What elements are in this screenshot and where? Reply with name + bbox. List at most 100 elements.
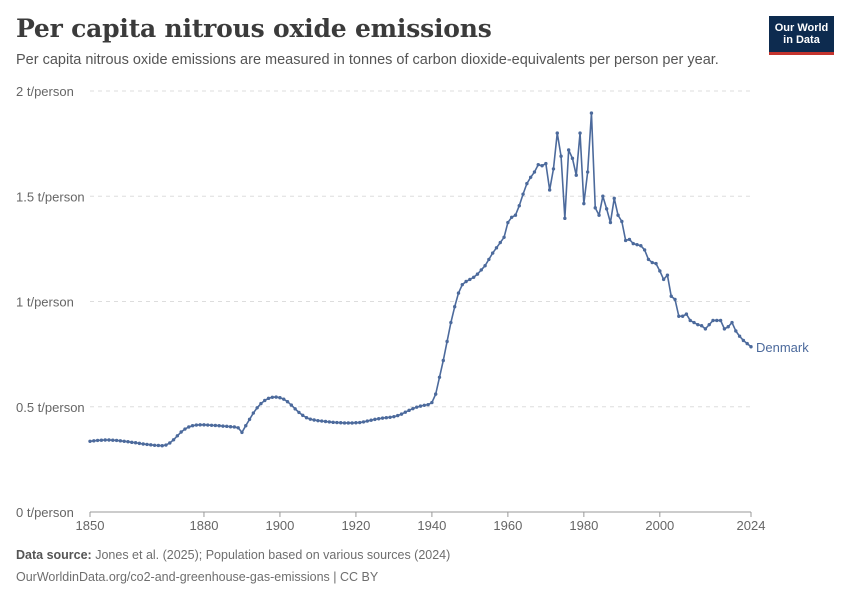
data-point[interactable]: [221, 424, 225, 428]
data-point[interactable]: [483, 264, 487, 268]
data-point[interactable]: [726, 325, 730, 329]
data-point[interactable]: [244, 423, 248, 428]
data-point[interactable]: [114, 438, 119, 443]
data-point[interactable]: [631, 241, 635, 246]
data-point[interactable]: [320, 419, 324, 423]
data-point[interactable]: [388, 415, 392, 419]
data-point[interactable]: [475, 272, 480, 276]
data-point[interactable]: [175, 434, 180, 438]
data-point[interactable]: [509, 215, 514, 219]
data-point[interactable]: [642, 248, 647, 252]
data-point[interactable]: [525, 181, 529, 186]
data-point[interactable]: [658, 269, 662, 273]
data-point[interactable]: [327, 420, 332, 424]
data-point[interactable]: [513, 213, 518, 217]
data-point[interactable]: [479, 268, 483, 272]
data-point[interactable]: [126, 439, 130, 444]
data-point[interactable]: [152, 443, 157, 447]
data-point[interactable]: [749, 345, 753, 349]
data-point[interactable]: [149, 443, 153, 447]
data-point[interactable]: [661, 277, 666, 282]
data-point[interactable]: [312, 418, 316, 422]
owid-logo[interactable]: Our World in Data: [769, 16, 834, 55]
data-point[interactable]: [532, 170, 537, 174]
data-point[interactable]: [202, 423, 206, 427]
data-point[interactable]: [183, 427, 187, 431]
data-point[interactable]: [449, 320, 453, 325]
data-point[interactable]: [517, 204, 521, 208]
data-point[interactable]: [623, 238, 628, 243]
data-point[interactable]: [673, 297, 677, 302]
data-point[interactable]: [228, 425, 233, 429]
data-point[interactable]: [415, 405, 419, 409]
data-point[interactable]: [437, 375, 442, 379]
footer-url[interactable]: OurWorldinData.org/co2-and-greenhouse-ga…: [16, 570, 378, 584]
data-point[interactable]: [301, 413, 305, 418]
data-point[interactable]: [669, 294, 673, 298]
data-point[interactable]: [646, 257, 651, 262]
data-point[interactable]: [316, 418, 320, 423]
data-point[interactable]: [236, 426, 240, 430]
data-point[interactable]: [677, 314, 681, 318]
data-point[interactable]: [490, 251, 495, 255]
data-point[interactable]: [274, 395, 278, 399]
data-point[interactable]: [696, 322, 700, 327]
data-point[interactable]: [566, 148, 571, 152]
data-point[interactable]: [358, 420, 362, 425]
data-point[interactable]: [308, 417, 313, 421]
data-point[interactable]: [190, 423, 195, 428]
data-point[interactable]: [95, 438, 100, 443]
data-point[interactable]: [434, 392, 438, 396]
data-point[interactable]: [255, 406, 259, 410]
data-point[interactable]: [107, 438, 111, 442]
data-point[interactable]: [304, 416, 309, 420]
data-point[interactable]: [585, 170, 590, 174]
data-point[interactable]: [209, 423, 214, 427]
data-point[interactable]: [722, 327, 727, 331]
data-point[interactable]: [354, 421, 358, 425]
data-point[interactable]: [160, 443, 164, 448]
data-point[interactable]: [141, 442, 145, 446]
data-point[interactable]: [551, 167, 556, 171]
data-point[interactable]: [718, 318, 723, 323]
data-point[interactable]: [559, 154, 563, 158]
data-point[interactable]: [604, 207, 609, 211]
data-point[interactable]: [285, 400, 290, 404]
data-point[interactable]: [289, 403, 294, 407]
data-point[interactable]: [627, 237, 632, 242]
data-point[interactable]: [468, 277, 472, 282]
data-point[interactable]: [335, 420, 339, 425]
data-point[interactable]: [601, 194, 605, 198]
data-point[interactable]: [620, 219, 624, 224]
data-point[interactable]: [156, 443, 161, 448]
data-point[interactable]: [240, 430, 244, 435]
data-point[interactable]: [266, 396, 271, 401]
data-point[interactable]: [403, 410, 407, 414]
data-point[interactable]: [194, 423, 199, 427]
data-point[interactable]: [528, 175, 533, 180]
data-point[interactable]: [715, 318, 719, 323]
data-point[interactable]: [544, 161, 548, 166]
data-point[interactable]: [711, 318, 715, 323]
data-point[interactable]: [487, 257, 491, 262]
data-point[interactable]: [278, 396, 282, 400]
series-line[interactable]: [89, 112, 752, 447]
data-point[interactable]: [665, 273, 670, 277]
data-point[interactable]: [179, 430, 183, 434]
data-point[interactable]: [570, 156, 575, 161]
data-point[interactable]: [460, 282, 464, 287]
data-point[interactable]: [494, 246, 499, 250]
data-point[interactable]: [346, 421, 351, 425]
data-point[interactable]: [396, 413, 400, 418]
data-point[interactable]: [384, 416, 389, 420]
data-point[interactable]: [745, 341, 749, 346]
data-point[interactable]: [217, 423, 221, 428]
data-point[interactable]: [380, 416, 385, 420]
data-point[interactable]: [707, 322, 711, 327]
data-point[interactable]: [122, 439, 126, 443]
data-point[interactable]: [563, 216, 567, 221]
data-point[interactable]: [639, 244, 643, 248]
data-point[interactable]: [263, 398, 267, 403]
data-point[interactable]: [137, 441, 142, 446]
data-point[interactable]: [441, 358, 445, 363]
